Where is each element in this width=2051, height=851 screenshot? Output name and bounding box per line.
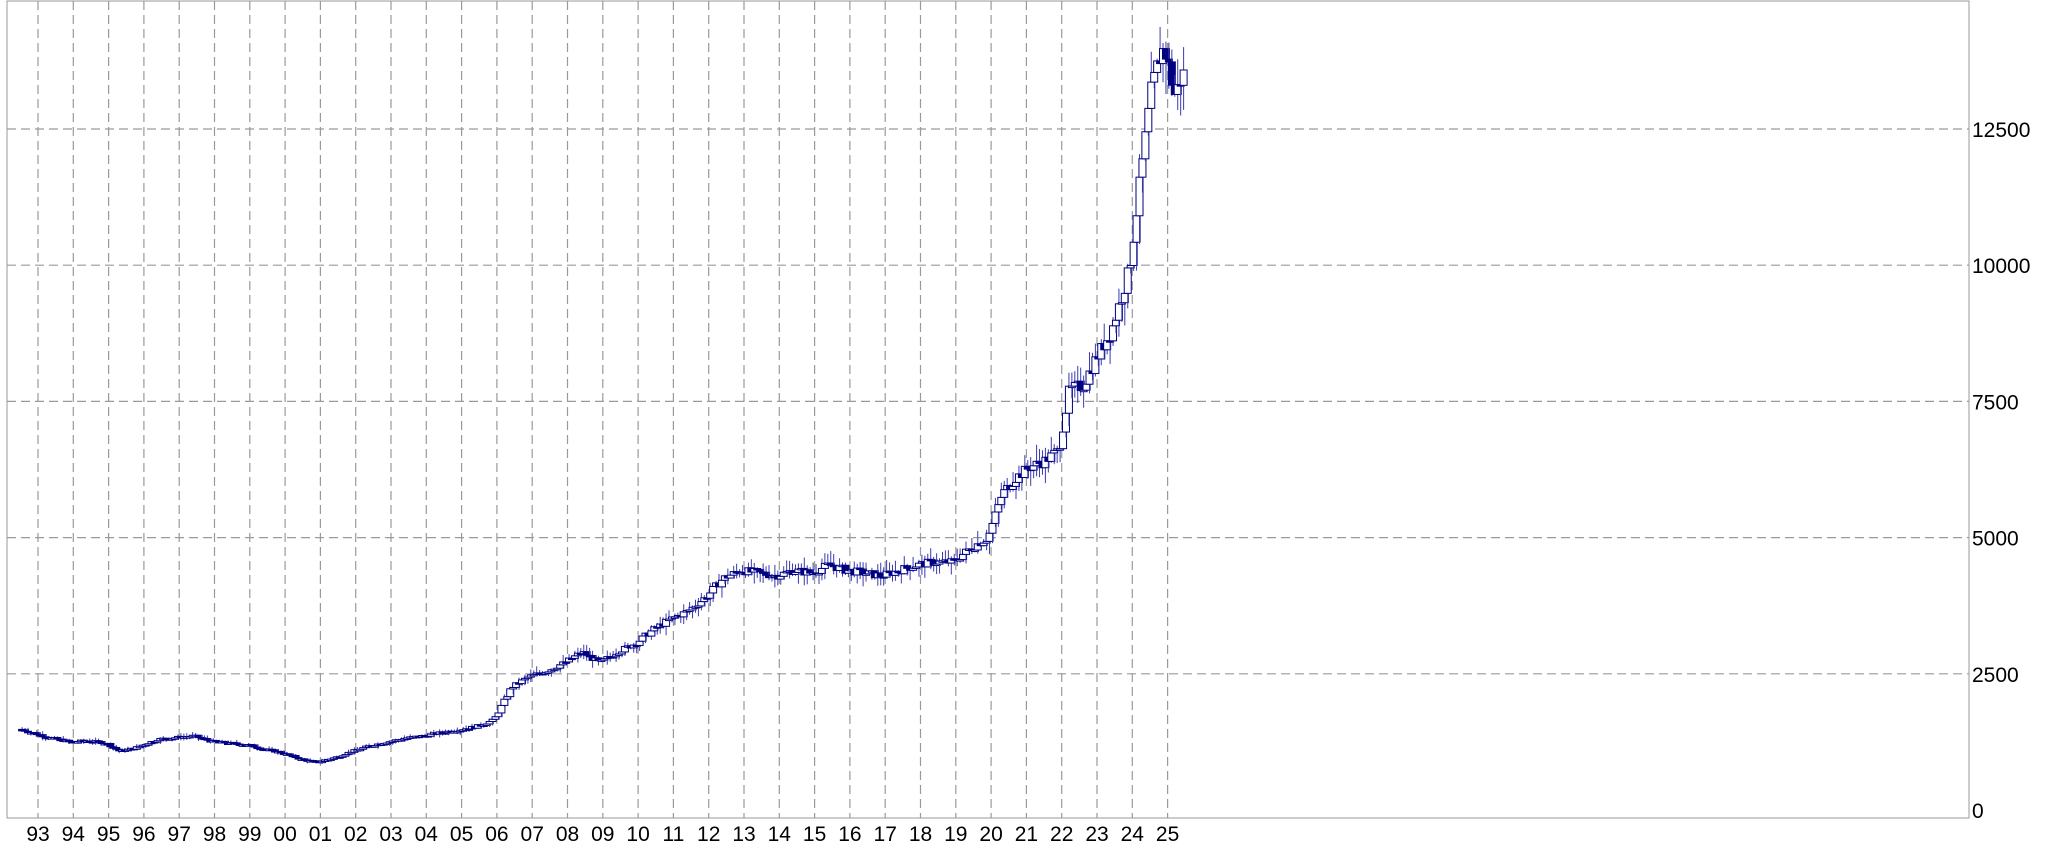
y-tick-label: 2500 [1972, 664, 2019, 687]
x-tick-label: 02 [344, 823, 367, 846]
x-tick-label: 98 [203, 823, 226, 846]
x-tick-label: 15 [803, 823, 826, 846]
x-tick-label: 13 [732, 823, 755, 846]
x-tick-label: 06 [485, 823, 508, 846]
x-tick-label: 03 [379, 823, 402, 846]
x-tick-label: 09 [591, 823, 614, 846]
grid-layer [7, 1, 1969, 818]
x-tick-label: 16 [838, 823, 861, 846]
y-tick-label: 0 [1972, 800, 1984, 823]
x-tick-label: 08 [556, 823, 579, 846]
x-tick-label: 95 [97, 823, 120, 846]
x-tick-label: 97 [168, 823, 191, 846]
x-tick-label: 99 [238, 823, 261, 846]
x-tick-label: 23 [1085, 823, 1108, 846]
x-tick-label: 96 [132, 823, 155, 846]
candle-body-up [1144, 107, 1153, 133]
x-tick-label: 93 [26, 823, 49, 846]
x-tick-label: 10 [626, 823, 649, 846]
x-tick-label: 20 [979, 823, 1002, 846]
y-axis-tick-labels: 0 2500 5000 7500 10000 12500 [1972, 119, 2030, 823]
candle-body-up [1150, 71, 1159, 83]
x-tick-label: 01 [309, 823, 332, 846]
x-tick-label: 04 [415, 823, 439, 846]
x-tick-label: 25 [1156, 823, 1179, 846]
x-tick-label: 07 [521, 823, 544, 846]
x-tick-label: 22 [1050, 823, 1073, 846]
x-tick-label: 94 [62, 823, 86, 846]
y-tick-label: 12500 [1972, 119, 2030, 142]
y-tick-label: 5000 [1972, 528, 2019, 551]
x-tick-label: 00 [273, 823, 296, 846]
x-axis-tick-labels: 93 94 95 96 97 98 99 00 01 02 03 04 05 06 07 08 09 10 11 12… [26, 823, 1179, 846]
x-tick-label: 11 [662, 823, 684, 846]
x-tick-label: 18 [909, 823, 932, 846]
x-tick-label: 24 [1121, 823, 1145, 846]
x-tick-label: 19 [944, 823, 967, 846]
x-tick-label: 12 [697, 823, 720, 846]
candle-layer [18, 26, 1188, 765]
plot-area [6, 0, 1970, 819]
x-tick-label: 05 [450, 823, 473, 846]
x-tick-label: 14 [768, 823, 792, 846]
x-tick-label: 21 [1015, 823, 1038, 846]
y-tick-label: 7500 [1972, 391, 2019, 414]
x-tick-label: 17 [874, 823, 897, 846]
candle-body-up [1179, 69, 1188, 86]
candle-body-up [1141, 131, 1150, 160]
candle-body-up [1138, 158, 1147, 178]
y-tick-label: 10000 [1972, 255, 2030, 278]
